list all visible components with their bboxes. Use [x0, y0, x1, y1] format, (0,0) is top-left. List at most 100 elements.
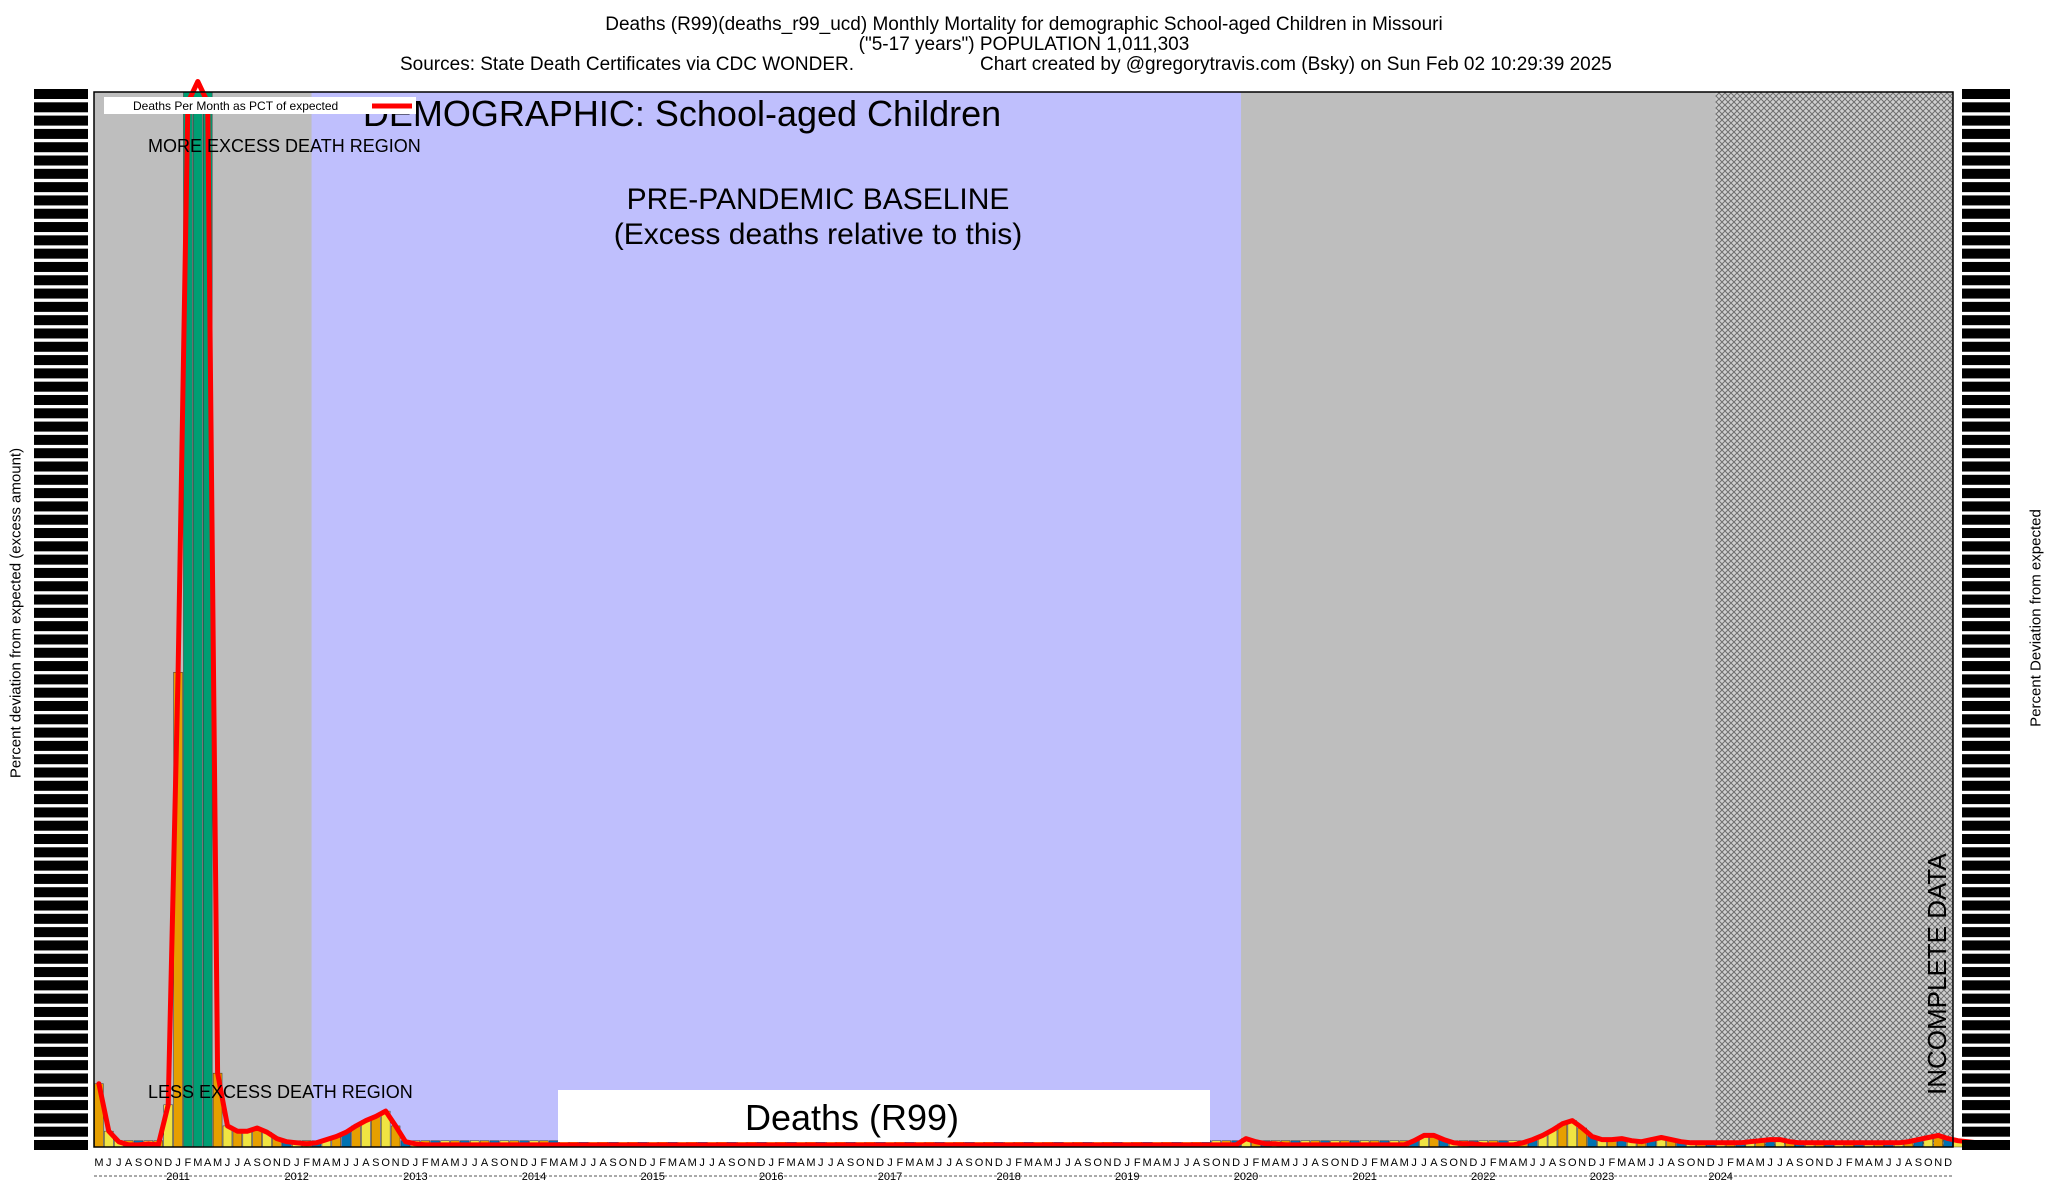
- month-tick-label: M: [1499, 1157, 1508, 1169]
- left-axis-tick-label: [34, 687, 88, 698]
- cause-box-label: Deaths (R99): [745, 1097, 959, 1138]
- month-tick-label: S: [1440, 1157, 1447, 1169]
- month-tick-label: A: [244, 1157, 252, 1169]
- month-tick-label: M: [1855, 1157, 1864, 1169]
- month-tick-label: D: [1113, 1157, 1121, 1169]
- month-tick-label: F: [1846, 1157, 1853, 1169]
- left-axis-tick-label: [34, 887, 88, 898]
- right-axis-tick-label: [1962, 807, 2010, 818]
- month-tick-label: J: [1767, 1157, 1773, 1169]
- left-axis-tick-label: [34, 554, 88, 565]
- month-tick-label: S: [491, 1157, 498, 1169]
- month-tick-label: J: [1777, 1157, 1783, 1169]
- left-axis-tick-label: [34, 275, 88, 286]
- left-axis-tick-label: [34, 89, 88, 99]
- left-axis-tick-label: [34, 621, 88, 632]
- chart-title-line1: Deaths (R99)(deaths_r99_ucd) Monthly Mor…: [605, 14, 1443, 35]
- month-tick-label: A: [1905, 1157, 1913, 1169]
- month-tick-label: M: [806, 1157, 815, 1169]
- left-axis-tick-label: [34, 341, 88, 352]
- left-axis-tick-label: [34, 1060, 88, 1071]
- right-axis-tick-label: [1962, 142, 2010, 153]
- left-axis-tick-label: [34, 953, 88, 964]
- month-tick-label: M: [1637, 1157, 1646, 1169]
- month-tick-label: O: [856, 1157, 865, 1169]
- month-tick-label: J: [769, 1157, 775, 1169]
- right-axis-tick-label: [1962, 1006, 2010, 1017]
- demographic-label: DEMOGRAPHIC: School-aged Children: [363, 93, 1001, 134]
- right-axis-tick-label: [1962, 634, 2010, 645]
- month-tick-label: M: [905, 1157, 914, 1169]
- left-axis-tick-label: [34, 847, 88, 858]
- month-tick-label: A: [1549, 1157, 1557, 1169]
- left-axis-tick-label: [34, 394, 88, 405]
- left-axis-tick-label: [34, 1100, 88, 1111]
- month-tick-label: A: [1312, 1157, 1320, 1169]
- month-tick-label: S: [1321, 1157, 1328, 1169]
- right-axis-tick-label: [1962, 394, 2010, 405]
- left-axis-tick-label: [34, 474, 88, 485]
- year-tick-label: 2021: [1352, 1171, 1376, 1183]
- left-axis-tick-label: [34, 834, 88, 845]
- month-tick-label: F: [897, 1157, 904, 1169]
- month-bar: [193, 91, 203, 1148]
- left-axis-tick-label: [34, 700, 88, 711]
- right-axis-tick-label: [1962, 488, 2010, 499]
- left-axis-tick-label: [34, 754, 88, 765]
- right-axis-tick-label: [1962, 474, 2010, 485]
- right-axis-tick-label: [1962, 661, 2010, 672]
- left-axis-tick-label: [34, 155, 88, 166]
- month-tick-label: S: [1084, 1157, 1091, 1169]
- left-axis-tick-label: [34, 1033, 88, 1044]
- left-axis-tick-label: [34, 142, 88, 153]
- right-axis-tick-label: [1962, 128, 2010, 139]
- month-tick-label: O: [975, 1157, 984, 1169]
- month-tick-label: M: [1261, 1157, 1270, 1169]
- month-tick-label: N: [866, 1157, 874, 1169]
- month-tick-label: O: [1805, 1157, 1814, 1169]
- month-tick-label: J: [225, 1157, 231, 1169]
- month-tick-label: M: [1162, 1157, 1171, 1169]
- month-tick-label: J: [175, 1157, 181, 1169]
- year-tick-label: 2015: [640, 1171, 664, 1183]
- month-tick-label: M: [1617, 1157, 1626, 1169]
- month-tick-label: J: [937, 1157, 943, 1169]
- right-axis-tick-label: [1962, 1113, 2010, 1124]
- year-tick-label: 2011: [166, 1171, 190, 1183]
- month-tick-label: D: [1232, 1157, 1240, 1169]
- month-tick-label: F: [1134, 1157, 1141, 1169]
- month-tick-label: J: [1243, 1157, 1249, 1169]
- plot-border: [93, 91, 1954, 1148]
- month-tick-label: N: [1697, 1157, 1705, 1169]
- month-tick-label: J: [1886, 1157, 1892, 1169]
- left-axis-tick-label: [34, 674, 88, 685]
- right-axis-tick-label: [1962, 860, 2010, 871]
- month-tick-label: J: [650, 1157, 656, 1169]
- right-axis-tick-label: [1962, 581, 2010, 592]
- plot-frame: [93, 91, 1954, 1148]
- month-tick-label: A: [125, 1157, 133, 1169]
- right-axis-tick-label: [1962, 301, 2010, 312]
- month-tick-label: D: [639, 1157, 647, 1169]
- month-tick-label: J: [818, 1157, 824, 1169]
- year-tick-label: 2022: [1471, 1171, 1495, 1183]
- month-tick-label: F: [1490, 1157, 1497, 1169]
- month-tick-label: A: [1193, 1157, 1201, 1169]
- left-axis-tick-label: [34, 541, 88, 552]
- cause-box: [558, 1090, 1210, 1142]
- month-tick-label: A: [600, 1157, 608, 1169]
- right-axis-tick-label: [1962, 501, 2010, 512]
- month-tick-label: N: [985, 1157, 993, 1169]
- left-axis-tick-label: [34, 727, 88, 738]
- month-tick-label: F: [659, 1157, 666, 1169]
- month-tick-label: J: [947, 1157, 953, 1169]
- left-axis-tick-label: [34, 182, 88, 193]
- month-tick-label: A: [1391, 1157, 1399, 1169]
- right-axis-tick-label: [1962, 328, 2010, 339]
- year-tick-label: 2012: [284, 1171, 308, 1183]
- month-tick-label: F: [778, 1157, 785, 1169]
- right-axis-tick-label: [1962, 1086, 2010, 1097]
- month-tick-label: A: [441, 1157, 449, 1169]
- month-tick-label: D: [283, 1157, 291, 1169]
